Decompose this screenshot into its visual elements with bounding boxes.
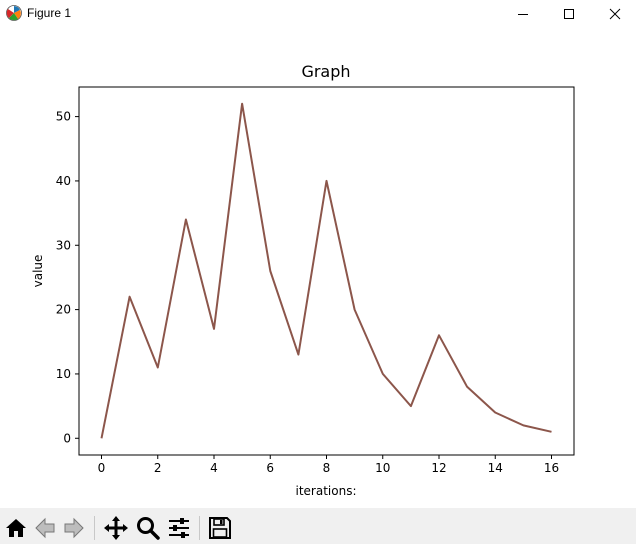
axes-frame (78, 86, 575, 456)
x-tick-label: 14 (488, 461, 503, 475)
line-chart: Graph 0 2 4 6 8 10 12 14 16 0 10 20 30 40 50 iteration… (31, 62, 575, 498)
minimize-icon (518, 13, 528, 15)
y-tick-label: 10 (56, 367, 71, 381)
y-tick-label: 0 (63, 431, 71, 445)
magnifier-icon (137, 517, 160, 540)
x-axis-label: iterations: (296, 484, 357, 498)
minimize-button[interactable] (500, 0, 546, 27)
x-tick-label: 8 (323, 461, 331, 475)
sliders-icon (169, 518, 189, 538)
navigation-toolbar (0, 508, 636, 544)
x-tick-label: 2 (154, 461, 162, 475)
x-tick-label: 16 (544, 461, 559, 475)
maximize-icon (564, 8, 574, 19)
save-button[interactable] (206, 514, 234, 542)
back-arrow-icon (35, 517, 55, 539)
x-tick-label: 0 (98, 461, 106, 475)
forward-button[interactable] (60, 514, 88, 542)
pan-button[interactable] (102, 514, 130, 542)
x-tick-label: 10 (375, 461, 390, 475)
x-tick-label: 12 (431, 461, 446, 475)
y-tick-label: 50 (56, 110, 71, 124)
x-tick-label: 6 (266, 461, 274, 475)
toolbar-separator (199, 516, 200, 540)
home-button[interactable] (2, 514, 30, 542)
toolbar-separator (94, 516, 95, 540)
home-icon (6, 519, 26, 537)
matplotlib-logo-icon (5, 4, 23, 22)
y-axis-label: value (31, 255, 45, 288)
y-tick-label: 40 (56, 174, 71, 188)
maximize-button[interactable] (546, 0, 592, 27)
close-icon (609, 8, 621, 19)
forward-arrow-icon (64, 517, 84, 539)
window-title: Figure 1 (27, 6, 72, 20)
figure-canvas[interactable]: Graph 0 2 4 6 8 10 12 14 16 0 10 20 30 40 50 iteration… (0, 27, 636, 508)
floppy-disk-icon (209, 517, 231, 539)
back-button[interactable] (31, 514, 59, 542)
y-tick-label: 20 (56, 303, 71, 317)
y-tick-label: 30 (56, 238, 71, 252)
window-titlebar: Figure 1 (0, 0, 636, 27)
configure-subplots-button[interactable] (165, 514, 193, 542)
series-line (100, 102, 552, 439)
move-icon (104, 516, 128, 540)
zoom-button[interactable] (134, 514, 162, 542)
close-button[interactable] (592, 0, 636, 27)
x-tick-label: 4 (210, 461, 218, 475)
chart-title: Graph (301, 62, 350, 81)
